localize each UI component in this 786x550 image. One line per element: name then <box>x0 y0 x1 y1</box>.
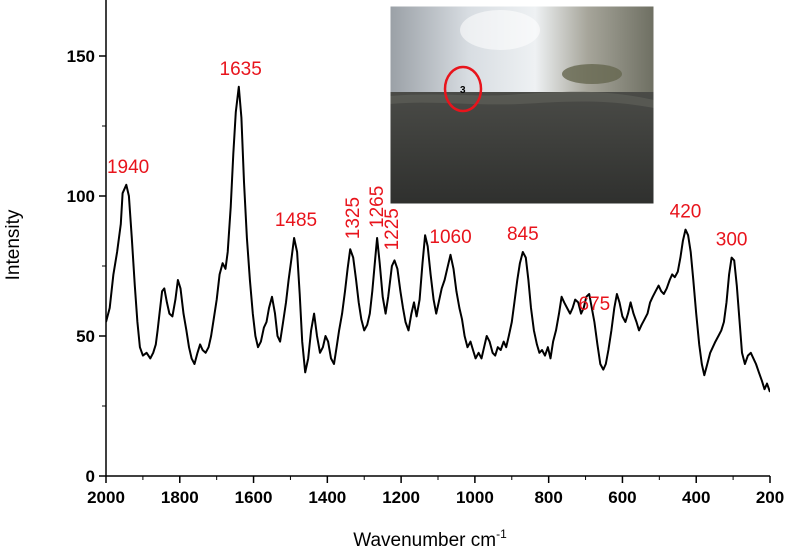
x-tick-label-800: 800 <box>534 488 562 507</box>
inset-dark-spot <box>562 64 622 84</box>
inset-bottom-region <box>390 92 654 204</box>
peak-label-1265: 1265 <box>367 186 388 228</box>
inset-frame <box>389 5 655 205</box>
axes: 2000 1800 1600 1400 1200 1000 800 600 400 200 0 50… <box>67 0 784 507</box>
inset-marker-label: 3 <box>460 85 466 96</box>
x-axis-title-main: Wavenumber cm <box>353 530 496 550</box>
peak-label-675: 675 <box>579 294 611 315</box>
peak-label-1635: 1635 <box>220 59 262 80</box>
peak-label-300: 300 <box>716 230 748 251</box>
x-tick-label-200: 200 <box>756 488 784 507</box>
y-tick-label-50: 50 <box>76 327 95 346</box>
x-tick-label-1600: 1600 <box>235 488 273 507</box>
peak-label-845: 845 <box>507 224 539 245</box>
x-tick-label-1000: 1000 <box>456 488 494 507</box>
y-tick-label-0: 0 <box>86 467 95 486</box>
x-ticks: 2000 1800 1600 1400 1200 1000 800 600 400 200 <box>87 476 784 507</box>
y-tick-label-150: 150 <box>67 47 95 66</box>
y-axis-title: Intensity <box>3 209 24 280</box>
x-tick-label-1400: 1400 <box>308 488 346 507</box>
x-tick-label-400: 400 <box>682 488 710 507</box>
peak-label-420: 420 <box>670 202 702 223</box>
inset-bright-patch <box>460 10 540 50</box>
x-tick-label-1200: 1200 <box>382 488 420 507</box>
peak-label-1225: 1225 <box>382 208 403 250</box>
y-tick-label-100: 100 <box>67 187 95 206</box>
x-axis-title-superscript: -1 <box>496 527 507 541</box>
spectrum-line <box>106 85 770 393</box>
x-axis-title: Wavenumber cm-1 <box>353 527 507 550</box>
x-tick-label-2000: 2000 <box>87 488 125 507</box>
y-ticks: 0 50 100 150 <box>67 47 106 486</box>
x-tick-label-1800: 1800 <box>161 488 199 507</box>
peak-label-1485: 1485 <box>275 210 317 231</box>
x-tick-label-600: 600 <box>608 488 636 507</box>
inset-marker-ring <box>443 65 483 113</box>
peak-label-1060: 1060 <box>429 227 471 248</box>
peak-label-1325: 1325 <box>343 197 364 239</box>
peak-label-1940: 1940 <box>107 157 149 178</box>
inset-micrograph: 3 <box>389 5 655 205</box>
inset-boundary <box>390 91 654 108</box>
